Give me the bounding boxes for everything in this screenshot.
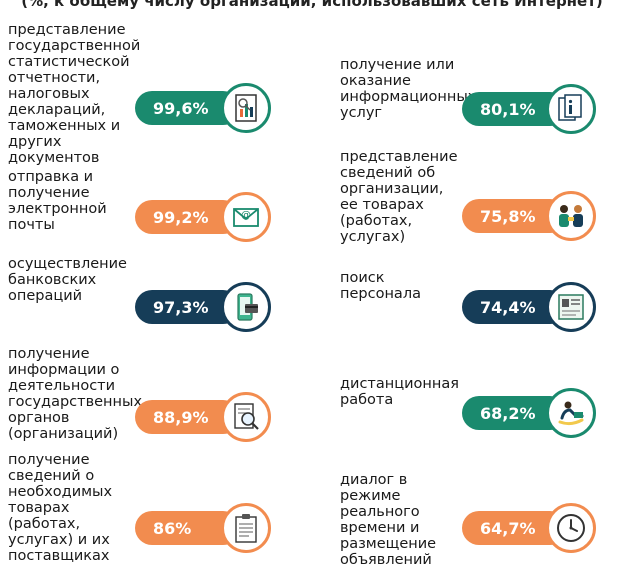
chart-header: (%, к общему числу организаций, использо… [21, 0, 603, 10]
percent-value: 88,9% [153, 407, 209, 427]
item-label: получение информации о деятельности госу… [8, 346, 143, 442]
document-chart-icon [221, 83, 271, 133]
two-people-icon [546, 191, 596, 241]
percent-value: 97,3% [153, 297, 209, 317]
percent-value: 86% [153, 518, 192, 538]
percent-value: 80,1% [480, 99, 536, 119]
item-label: дистанционная работа [340, 376, 459, 408]
item-label: представление государственной статистиче… [8, 22, 141, 166]
document-magnifier-icon [221, 392, 271, 442]
documents-info-icon [546, 84, 596, 134]
item-label: получение сведений о необходимых товарах… [8, 452, 113, 564]
item-label: представление сведений об организации, е… [340, 149, 458, 245]
percent-value: 64,7% [480, 518, 536, 538]
envelope-at-icon: @ [221, 192, 271, 242]
remote-worker-icon [546, 388, 596, 438]
percent-value: 74,4% [480, 297, 536, 317]
item-label: диалог в режиме реального времени и разм… [340, 472, 437, 568]
percent-value: 99,6% [153, 98, 209, 118]
item-label: отправка и получение электронной почты [8, 169, 107, 233]
clock-icon [546, 503, 596, 553]
item-label: поиск персонала [340, 270, 421, 302]
item-label: получение или оказание информационных ус… [340, 57, 477, 121]
clipboard-icon [221, 503, 271, 553]
percent-value: 75,8% [480, 206, 536, 226]
percent-value: 68,2% [480, 403, 536, 423]
item-label: осуществление банковских операций [8, 256, 127, 304]
phone-card-icon [221, 282, 271, 332]
resume-icon [546, 282, 596, 332]
percent-value: 99,2% [153, 207, 209, 227]
svg-text:@: @ [241, 210, 251, 221]
